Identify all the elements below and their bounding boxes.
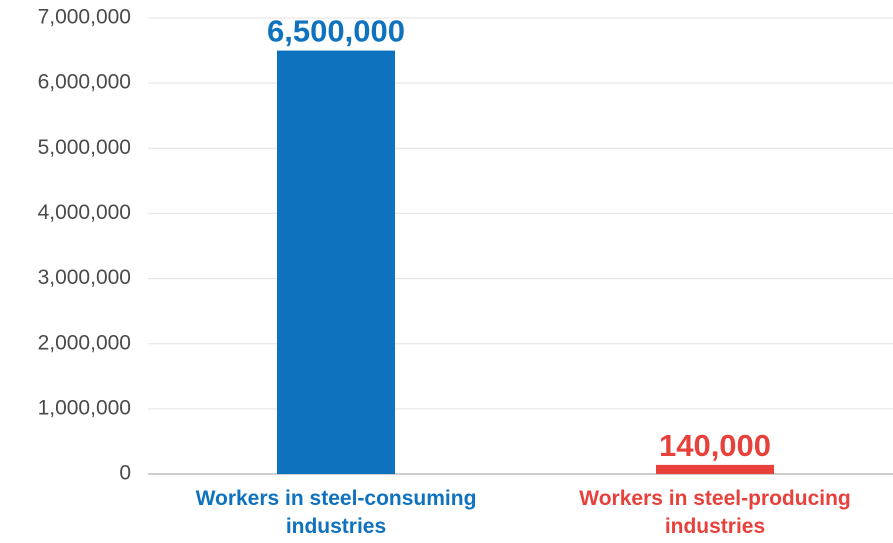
bar [656,464,774,474]
y-tick-label: 4,000,000 [38,201,131,224]
bars [277,50,774,474]
bar [277,50,395,474]
y-axis: 0 1,000,000 2,000,000 3,000,000 4,000,000 5,0… [38,6,131,485]
category-labels: Workers in steel-consuming industries Work… [196,487,851,538]
y-tick-label: 2,000,000 [38,331,131,354]
y-tick-label: 1,000,000 [38,396,131,419]
x-category-label: industries [665,515,765,538]
y-tick-label: 5,000,000 [38,136,131,159]
x-category-label: industries [286,515,386,538]
x-category-label: Workers in steel-consuming [196,487,477,510]
data-label: 140,000 [659,428,771,463]
value-labels: 6,500,000 140,000 [267,14,771,463]
data-label: 6,500,000 [267,14,405,49]
x-category-label: Workers in steel-producing [579,487,851,510]
y-tick-label: 3,000,000 [38,266,131,289]
y-tick-label: 7,000,000 [38,6,131,29]
y-tick-label: 6,000,000 [38,71,131,94]
y-tick-label: 0 [119,462,131,485]
gridlines [148,17,893,475]
